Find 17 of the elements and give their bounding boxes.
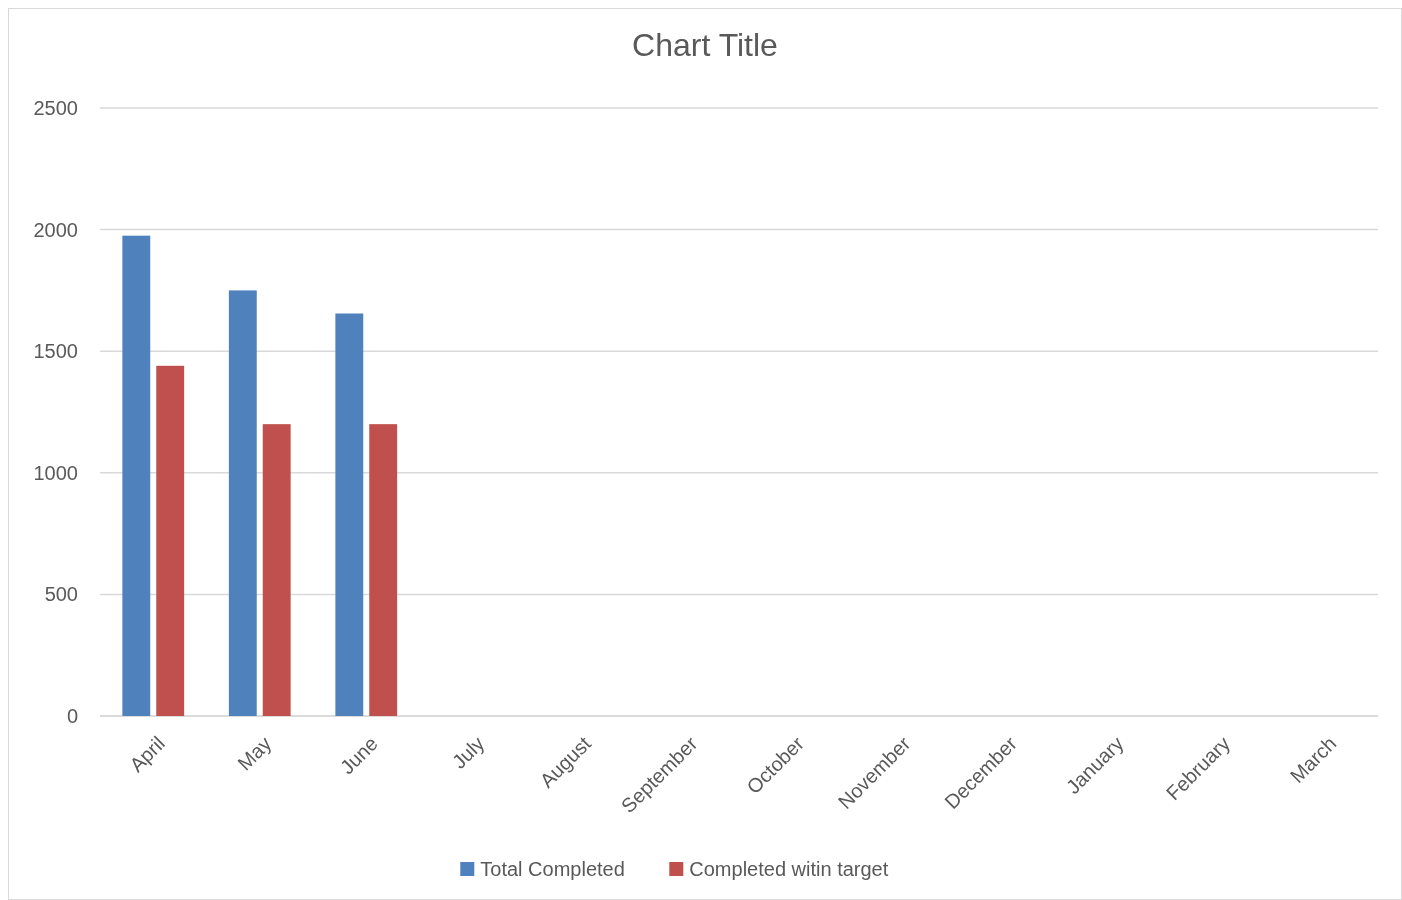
legend-label: Total Completed bbox=[480, 858, 625, 880]
y-tick-label: 2500 bbox=[33, 97, 78, 119]
y-tick-label: 0 bbox=[66, 705, 78, 727]
chart-title: Chart Title bbox=[632, 27, 778, 63]
y-tick-label: 1500 bbox=[33, 340, 78, 363]
y-tick-label: 2000 bbox=[33, 218, 78, 241]
bar bbox=[335, 313, 364, 716]
bar bbox=[122, 235, 151, 716]
y-tick-label: 500 bbox=[44, 583, 78, 606]
x-tick-label: July bbox=[447, 732, 489, 773]
bar bbox=[262, 424, 291, 716]
bar bbox=[156, 365, 185, 716]
x-tick-label: May bbox=[233, 732, 276, 775]
bar bbox=[228, 290, 257, 716]
y-tick-label: 1000 bbox=[33, 461, 78, 484]
legend-label: Completed witin target bbox=[689, 858, 889, 880]
bar bbox=[369, 424, 398, 716]
